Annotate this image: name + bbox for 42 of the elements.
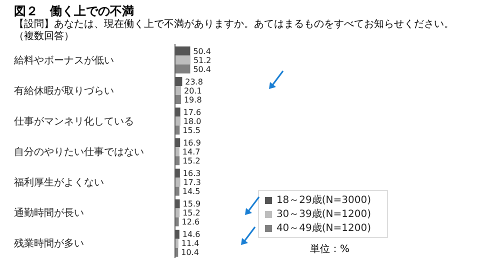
bar <box>175 86 182 96</box>
bar <box>175 116 180 126</box>
data-label: 15.5 <box>182 126 200 135</box>
data-label: 16.9 <box>183 138 201 148</box>
data-label: 19.8 <box>184 95 202 104</box>
data-label: 10.4 <box>181 248 199 258</box>
legend-label: 18～29歳(N=3000) <box>276 195 371 206</box>
data-label: 14.6 <box>182 230 200 240</box>
legend-label: 40～49歳(N=1200) <box>276 223 371 234</box>
text: 単位：% <box>310 243 350 256</box>
data-label: 20.1 <box>184 86 202 96</box>
data-label: 15.2 <box>182 156 200 166</box>
data-label: 51.2 <box>193 56 212 65</box>
y-tick-label: 仕事がマンネリ化している <box>14 115 134 128</box>
y-tick-label: 残業時間が多い <box>14 238 84 250</box>
bar <box>175 95 181 104</box>
bar <box>175 55 190 64</box>
text: 図２ 働く上での不満 <box>14 3 134 18</box>
y-tick-label: 通勤時間が長い <box>14 207 84 220</box>
data-label: 12.6 <box>182 218 200 227</box>
data-label: 17.3 <box>183 178 202 188</box>
data-label: 16.3 <box>182 169 201 178</box>
bar <box>175 217 179 226</box>
data-label: 11.4 <box>181 239 200 248</box>
y-tick-label: 福利厚生がよくない <box>14 176 104 189</box>
data-label: 50.4 <box>193 46 212 56</box>
bar <box>175 147 180 156</box>
data-label: 14.7 <box>182 148 200 156</box>
bar <box>175 64 190 74</box>
y-tick-label: 有給休暇が取りづらい <box>14 84 114 97</box>
data-label: 15.9 <box>182 200 201 209</box>
data-label: 18.0 <box>183 116 202 126</box>
y-tick-label: 自分のやりたい仕事ではない <box>14 146 144 158</box>
bar <box>175 186 180 196</box>
data-label: 50.4 <box>193 64 212 74</box>
data-label: 23.8 <box>185 77 203 86</box>
data-label: 17.6 <box>183 108 202 117</box>
data-label: 15.2 <box>182 208 200 218</box>
text: 【設問】あなたは、現在働く上で不満がありますか。あてはまるものをすべてお知らせください。（複数回答） <box>14 19 455 43</box>
legend-label: 30～39歳(N=1200) <box>276 209 371 220</box>
data-label: 14.5 <box>182 187 200 196</box>
y-tick-label: 給料やボーナスが低い <box>13 54 114 66</box>
